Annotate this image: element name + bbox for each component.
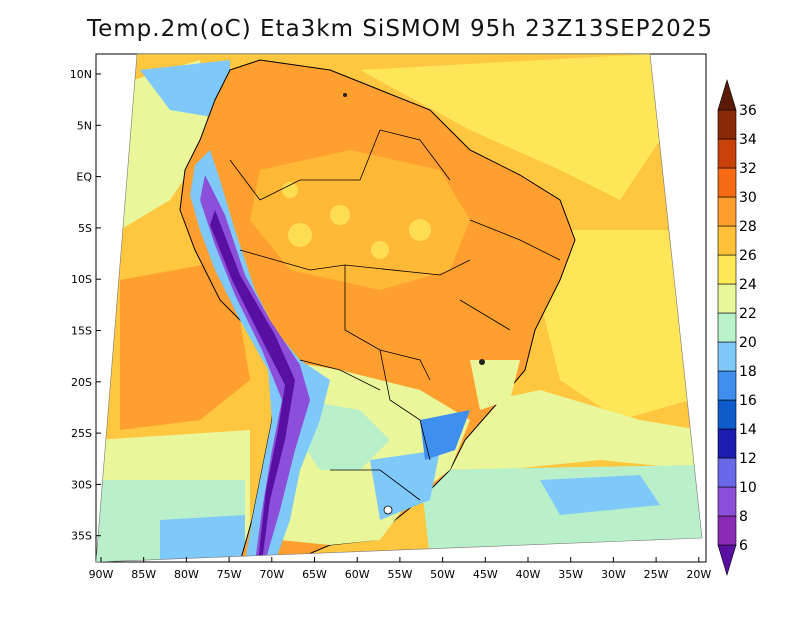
lon-tick-label: 90W: [89, 568, 114, 581]
domain-outline: [95, 53, 703, 563]
colorbar-label: 20: [739, 335, 757, 351]
colorbar-label: 16: [739, 393, 757, 409]
longitude-axis: 90W 85W 80W 75W 70W 65W 60W 55W 50W 45W 40W 35W 30W 2…: [89, 557, 711, 581]
colorbar-segment: [717, 138, 737, 169]
colorbar-segment: [717, 370, 737, 401]
atlantic-mild-north: [360, 54, 660, 200]
latitude-axis: 10N 5N EQ 5S 10S 15S 20S 25S 30S 35S: [70, 68, 101, 543]
lon-tick-label: 20W: [686, 568, 711, 581]
model-domain: [96, 54, 702, 562]
lagoon: [383, 505, 393, 515]
lat-tick-label: 10S: [71, 273, 92, 286]
lat-tick-label: 15S: [71, 325, 92, 338]
southeast-brazil-cool: [470, 360, 520, 410]
rio-grande-do-sul-cold: [370, 450, 440, 520]
lon-tick-label: 70W: [259, 568, 284, 581]
pacific-warm-patch: [120, 260, 250, 430]
colorbar-segment: [717, 341, 737, 372]
lon-tick-label: 75W: [217, 568, 242, 581]
south-brazil-cold: [420, 410, 470, 460]
colorbar-segment: [717, 544, 737, 577]
convective-cell: [330, 205, 350, 225]
atlantic-colder-patch: [540, 475, 660, 515]
lat-tick-label: 5N: [77, 119, 92, 132]
andes-coldest: [210, 210, 295, 562]
colorbar-label: 24: [739, 277, 757, 293]
southern-cone-cold: [300, 400, 390, 470]
lon-tick-label: 80W: [174, 568, 199, 581]
map-title: Temp.2m(oC) Eta3km SiSMOM 95h 23Z13SEP20…: [86, 16, 714, 42]
lat-tick-label: 10N: [70, 68, 92, 81]
colorbar-segment: [717, 399, 737, 430]
lat-tick-label: 35S: [71, 530, 92, 543]
lon-tick-label: 60W: [345, 568, 370, 581]
lon-tick-label: 45W: [473, 568, 498, 581]
colorbar-segment: [717, 225, 737, 256]
lat-tick-label: EQ: [76, 171, 92, 184]
lon-tick-label: 30W: [601, 568, 626, 581]
lat-tick-label: 25S: [71, 427, 92, 440]
colorbar-label: 14: [739, 422, 757, 438]
lat-tick-label: 30S: [71, 478, 92, 491]
colorbar-label: 18: [739, 364, 757, 380]
convective-cell: [409, 219, 431, 241]
colorbar-label: 30: [739, 190, 757, 206]
lon-tick-label: 65W: [302, 568, 327, 581]
convective-cell: [288, 223, 312, 247]
lat-tick-label: 20S: [71, 376, 92, 389]
colorbar-label: 8: [739, 509, 748, 525]
convective-cell: [371, 241, 389, 259]
lat-tick-label: 5S: [78, 222, 92, 235]
highland-spot: [479, 359, 485, 365]
colorbar-label: 12: [739, 451, 757, 467]
colorbar-segment: [717, 515, 737, 546]
colorbar-label: 26: [739, 248, 757, 264]
lon-tick-label: 25W: [644, 568, 669, 581]
colorbar-segment: [717, 457, 737, 488]
lon-tick-label: 55W: [387, 568, 412, 581]
amazon-warm-area: [250, 150, 470, 290]
andes-cold: [200, 175, 310, 562]
lon-tick-label: 35W: [558, 568, 583, 581]
colorbar-label: 6: [739, 538, 748, 554]
lon-tick-label: 40W: [516, 568, 541, 581]
colorbar-segment: [717, 283, 737, 314]
colorbar-segment: [717, 254, 737, 285]
colorbar-segment: [717, 109, 737, 140]
colorbar-label: 34: [739, 132, 757, 148]
colorbar-label: 36: [739, 103, 757, 119]
atlantic-mild-east: [540, 230, 690, 420]
colorbar-segment: [717, 428, 737, 459]
colorbar-label: 22: [739, 306, 757, 322]
colorbar-segment: [717, 196, 737, 227]
country-borders: [229, 129, 561, 501]
pacific-south-colder: [160, 515, 245, 562]
lon-tick-label: 85W: [131, 568, 156, 581]
pacific-north-cold: [140, 60, 230, 120]
colorbar-label: 10: [739, 480, 757, 496]
colorbar-label: 28: [739, 219, 757, 235]
island: [343, 93, 347, 97]
convective-cell: [282, 182, 298, 198]
colorbar-segment: [717, 167, 737, 198]
colorbar-segment: [717, 78, 737, 111]
lon-tick-label: 50W: [430, 568, 455, 581]
colorbar-label: 32: [739, 161, 757, 177]
colorbar-segment: [717, 486, 737, 517]
colorbar: 6 8 10 12 14 16 18 20 22 24 26 28 30 32 34 36: [717, 78, 757, 577]
colorbar-segment: [717, 312, 737, 343]
